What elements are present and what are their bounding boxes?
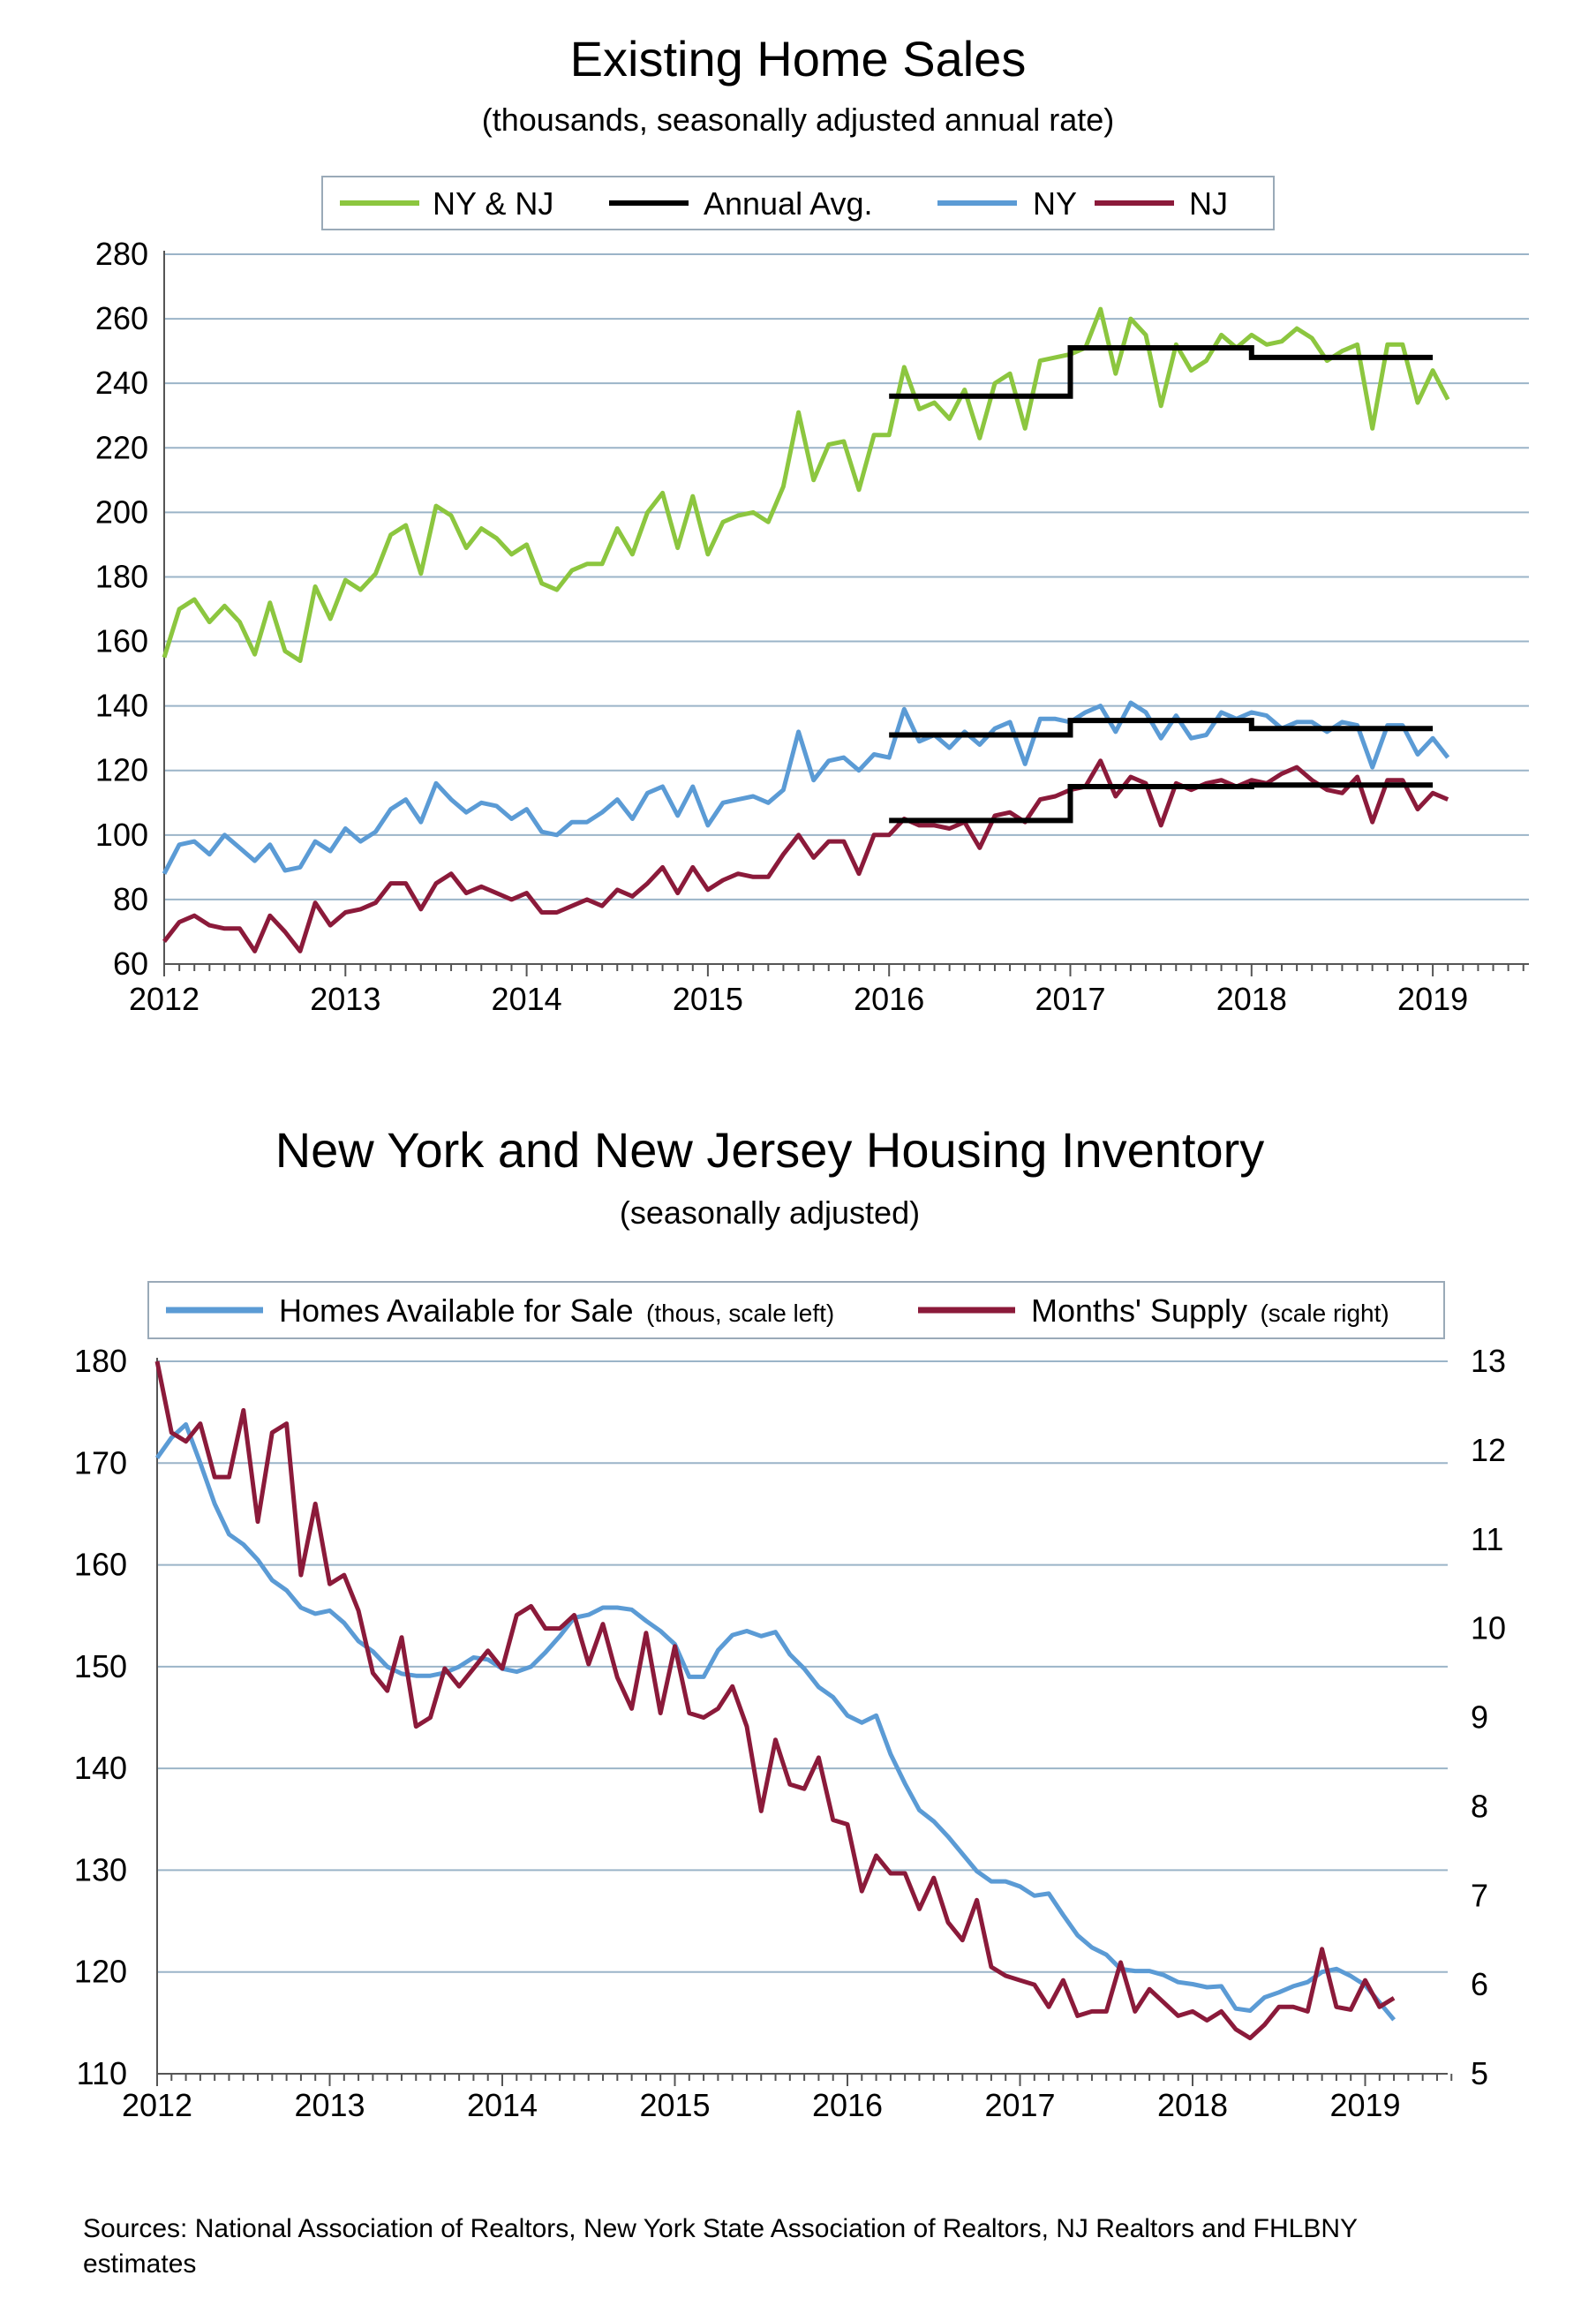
chart2-legend: Homes Available for Sale (thous, scale l… <box>147 1281 1445 1339</box>
chart1-title: Existing Home Sales <box>570 31 1027 87</box>
y-tick-label: 180 <box>95 558 148 594</box>
x-tick-label: 2017 <box>984 2087 1055 2123</box>
legend-homes-name: Homes Available for Sale <box>279 1292 634 1329</box>
y2-tick-label: 10 <box>1471 1610 1506 1646</box>
x-tick-label: 2013 <box>294 2087 365 2123</box>
legend-months-note: (scale right) <box>1260 1300 1389 1327</box>
legend-label-ny: NY <box>1033 185 1077 222</box>
legend-label-months-supply: Months' Supply (scale right) <box>1031 1292 1389 1329</box>
existing-home-sales-chart: Existing Home Sales (thousands, seasonal… <box>95 31 1529 1017</box>
y-tick-label: 200 <box>95 493 148 530</box>
x-tick-label: 2017 <box>1035 981 1105 1017</box>
chart2-legend-box <box>147 1281 1445 1339</box>
chart1-subtitle: (thousands, seasonally adjusted annual r… <box>482 102 1114 138</box>
y-tick-label: 100 <box>95 817 148 853</box>
y-tick-label: 220 <box>95 429 148 465</box>
y-tick-label: 280 <box>95 236 148 272</box>
y-tick-label: 120 <box>95 752 148 788</box>
legend-label-nj: NJ <box>1189 185 1228 222</box>
y-tick-label: 150 <box>74 1648 127 1684</box>
annual-avg-line-nj <box>889 782 1434 824</box>
y2-tick-label: 13 <box>1471 1343 1506 1379</box>
chart2-title: New York and New Jersey Housing Inventor… <box>275 1122 1265 1178</box>
series-line-nj <box>162 758 1449 953</box>
y2-tick-label: 6 <box>1471 1966 1488 2002</box>
y-tick-label: 180 <box>74 1343 127 1379</box>
y2-tick-label: 9 <box>1471 1699 1488 1736</box>
legend-label-nynj: NY & NJ <box>433 185 553 222</box>
y2-tick-label: 12 <box>1471 1432 1506 1468</box>
source-note: Sources: National Association of Realtor… <box>83 2214 1358 2279</box>
chart1-legend: NY & NJ Annual Avg. NY NJ <box>321 176 1275 230</box>
y-tick-label: 80 <box>113 881 148 917</box>
y-tick-label: 240 <box>95 365 148 401</box>
y-tick-label: 160 <box>74 1547 127 1583</box>
series-line-ny-nj <box>162 306 1450 663</box>
x-tick-label: 2013 <box>310 981 380 1017</box>
x-tick-label: 2019 <box>1329 2087 1400 2123</box>
y2-tick-label: 5 <box>1471 2055 1488 2091</box>
y-tick-label: 130 <box>74 1851 127 1887</box>
chart2-subtitle: (seasonally adjusted) <box>620 1194 920 1231</box>
y-tick-label: 60 <box>113 946 148 982</box>
x-tick-label: 2014 <box>467 2087 538 2123</box>
y-tick-label: 140 <box>95 688 148 724</box>
series-line-ny <box>162 700 1450 875</box>
series-line-months-supply <box>154 1360 1396 2041</box>
x-tick-label: 2014 <box>492 981 562 1017</box>
housing-inventory-chart: New York and New Jersey Housing Inventor… <box>74 1122 1506 2123</box>
x-tick-label: 2015 <box>639 2087 710 2123</box>
annual-avg-line-nynj <box>889 345 1434 399</box>
legend-label-homes-available: Homes Available for Sale (thous, scale l… <box>279 1292 834 1329</box>
x-tick-label: 2016 <box>854 981 924 1017</box>
chart2-series <box>154 1360 1396 2041</box>
y2-tick-label: 7 <box>1471 1877 1488 1913</box>
x-tick-label: 2012 <box>122 2087 192 2123</box>
y-tick-label: 120 <box>74 1954 127 1990</box>
y-tick-label: 110 <box>77 2055 127 2091</box>
legend-homes-note: (thous, scale left) <box>646 1300 834 1327</box>
y2-tick-label: 8 <box>1471 1788 1488 1824</box>
x-tick-label: 2015 <box>673 981 743 1017</box>
chart1-gridlines <box>164 253 1529 900</box>
x-tick-label: 2018 <box>1216 981 1287 1017</box>
chart1-series <box>162 306 1450 953</box>
y2-tick-label: 11 <box>1471 1521 1503 1557</box>
legend-label-annual-avg: Annual Avg. <box>704 185 873 222</box>
y-tick-label: 160 <box>95 623 148 659</box>
y-tick-label: 170 <box>74 1444 127 1480</box>
y-tick-label: 140 <box>74 1750 127 1786</box>
chart1-axes: 60 80 100 120 140 160 180 200 220 240 260 280 2012 20… <box>95 236 1529 1017</box>
x-tick-label: 2016 <box>812 2087 883 2123</box>
y-tick-label: 260 <box>95 300 148 336</box>
series-line-homes-available-for-sale <box>154 1422 1396 2022</box>
chart2-axes: 110 120 130 140 150 160 170 180 5 6 7 8 9 10 11 12 13 201… <box>74 1343 1506 2123</box>
x-tick-label: 2012 <box>129 981 200 1017</box>
annual-avg-line-ny <box>889 718 1434 738</box>
x-tick-label: 2018 <box>1157 2087 1228 2123</box>
legend-months-name: Months' Supply <box>1031 1292 1247 1329</box>
x-tick-label: 2019 <box>1397 981 1468 1017</box>
